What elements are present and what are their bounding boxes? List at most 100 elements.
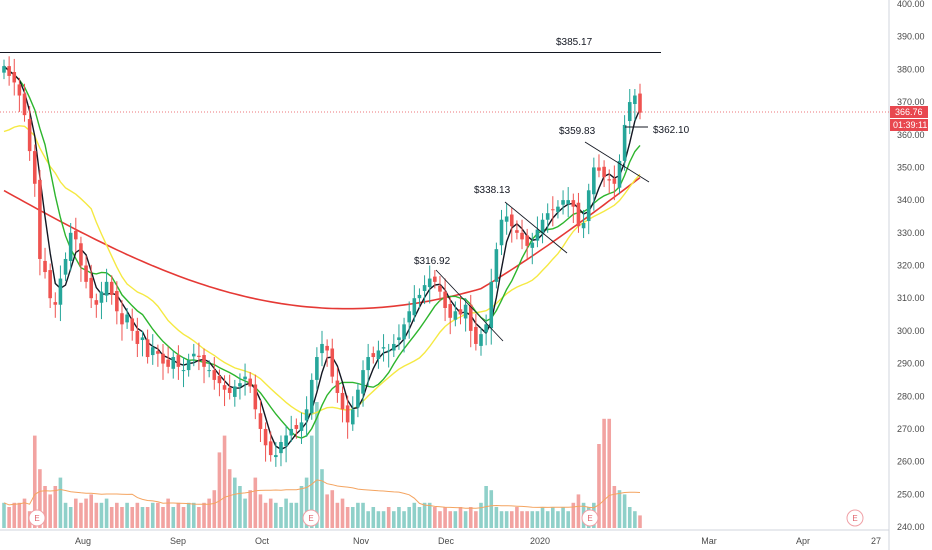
volume-bar [17, 502, 22, 528]
volume-bar [499, 511, 504, 528]
volume-bar [171, 507, 176, 528]
price-axis[interactable]: 400.00 390.00 380.00 370.00 360.00 350.00 340.… [897, 0, 925, 532]
price-tick-label: 250.00 [897, 489, 925, 499]
candle-body [335, 380, 340, 393]
time-tick-label: 2020 [530, 536, 550, 546]
volume-bar [222, 435, 227, 528]
volume-bar [443, 507, 447, 528]
earnings-marker-label: E [308, 514, 313, 523]
volume-bar [74, 498, 78, 528]
candle-body [330, 348, 335, 377]
volume-moving-average [3, 479, 641, 509]
volume-bar [417, 507, 422, 528]
volume-bar [207, 498, 211, 528]
candle-body [535, 229, 540, 241]
candle-body [299, 422, 304, 431]
candle-body [479, 334, 483, 346]
candle-body [602, 166, 606, 178]
candle-body [576, 202, 581, 227]
candle-body [150, 347, 155, 356]
earnings-marker[interactable] [581, 509, 599, 527]
volume-bar [474, 511, 478, 528]
candle-body [361, 370, 365, 394]
ma-200-line [3, 176, 641, 310]
volume-bar [233, 477, 237, 528]
time-tick-label: Aug [75, 536, 91, 546]
volume-bar [397, 507, 401, 528]
volume-bar [38, 469, 42, 528]
volume-bar [463, 511, 468, 528]
candle-body [120, 313, 124, 325]
candle-body [12, 71, 17, 83]
candle-body [294, 425, 299, 429]
time-axis[interactable]: Aug Sep Oct Nov Dec 2020 Mar Apr 27 [75, 536, 881, 546]
candle-body [233, 386, 237, 397]
volume-bar [191, 502, 196, 528]
volume-bar [181, 507, 186, 528]
earnings-marker[interactable] [302, 509, 320, 527]
candle-body [58, 278, 63, 305]
volume-bar [217, 452, 222, 528]
volume-bar [340, 498, 345, 528]
volume-bar [556, 511, 560, 528]
candle-body [145, 339, 150, 358]
candle-body [32, 151, 37, 184]
candle-body [530, 242, 535, 248]
candle-body [612, 178, 617, 184]
volume-bar [115, 502, 119, 528]
volume-bar [458, 507, 463, 528]
candle-body [161, 353, 165, 364]
candle-body [581, 223, 586, 229]
earnings-marker[interactable] [846, 509, 864, 527]
candlesticks [2, 56, 642, 467]
volume-bar [602, 418, 606, 528]
candle-body [509, 214, 514, 227]
volume-bar [597, 444, 601, 528]
candle-body [320, 343, 324, 354]
candle-body [176, 355, 181, 367]
volume-bar [371, 507, 376, 528]
candle-body [156, 351, 160, 354]
candle-body [586, 190, 591, 222]
volume-bar [617, 490, 622, 528]
current-price-label: 366.76 [895, 107, 923, 117]
volume-bar [202, 502, 206, 528]
candle-body [622, 124, 627, 161]
volume-bar [638, 515, 642, 528]
time-tick-label: Nov [353, 536, 370, 546]
candle-body [84, 265, 88, 282]
volume-bar [402, 511, 406, 528]
candle-body [222, 385, 227, 390]
volume-bar [433, 507, 437, 528]
countdown-label: 01:39:11 [893, 120, 927, 130]
candle-body [186, 360, 191, 371]
price-tick-label: 310.00 [897, 293, 925, 303]
volume-bar [109, 507, 114, 528]
trend-line [435, 269, 504, 342]
earnings-marker[interactable] [28, 509, 46, 527]
volume-bar [622, 494, 627, 528]
candle-body [207, 370, 211, 372]
candle-body [504, 216, 509, 222]
candle-body [438, 285, 442, 292]
candle-body [253, 384, 258, 410]
candle-body [166, 359, 170, 367]
price-tick-label: 240.00 [897, 522, 925, 532]
volume-bar [7, 507, 11, 528]
candle-body [217, 375, 222, 384]
candle-body [115, 290, 119, 312]
volume-bar [453, 511, 458, 528]
volume-bar [284, 498, 288, 528]
candle-body [79, 243, 83, 266]
volume-bar [361, 502, 365, 528]
candle-body [27, 119, 32, 152]
candle-body [130, 318, 135, 331]
candle-body [43, 260, 47, 273]
volume-bar [438, 511, 442, 528]
volume-bar [356, 502, 360, 528]
candle-body [463, 304, 468, 319]
candle-body [474, 326, 478, 344]
candle-body [140, 337, 145, 341]
